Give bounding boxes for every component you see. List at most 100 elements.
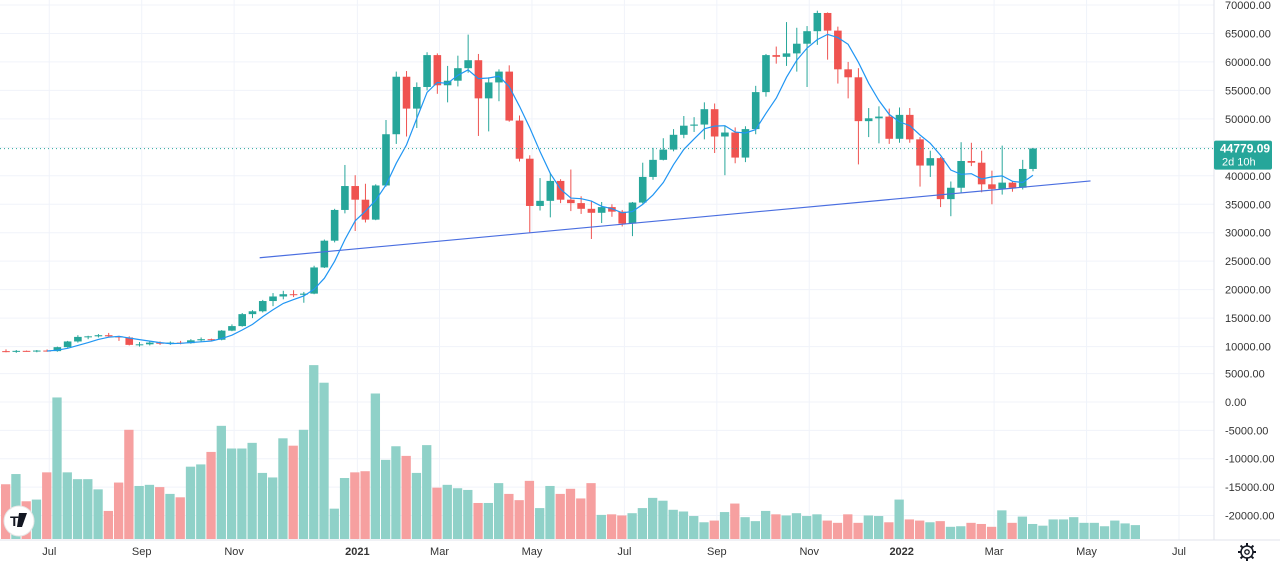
volume-bar — [791, 513, 802, 539]
volume-bar — [504, 493, 514, 539]
volume-bar — [134, 485, 144, 539]
svg-text:T: T — [10, 513, 19, 529]
volume-bar — [350, 472, 360, 539]
candle — [731, 127, 739, 164]
volume-bar — [699, 522, 709, 539]
price-tick-label: 50000.00 — [1225, 114, 1271, 126]
tradingview-logo-icon[interactable]: T — [3, 505, 35, 537]
candle — [300, 291, 308, 303]
candle — [649, 147, 657, 180]
volume-bar — [124, 429, 134, 539]
candle — [977, 150, 986, 193]
candle — [659, 138, 668, 161]
time-tick-label: Nov — [799, 546, 819, 558]
candle — [484, 77, 493, 132]
candle — [33, 349, 41, 353]
candle — [361, 183, 370, 223]
candle — [967, 142, 976, 167]
candle — [258, 299, 267, 313]
candle — [700, 102, 709, 140]
volume-bar — [1007, 522, 1017, 539]
candle — [834, 26, 842, 84]
candle — [382, 119, 390, 187]
volume-bar — [226, 448, 237, 539]
volume-bar — [278, 438, 288, 539]
volume-bar — [1099, 526, 1110, 539]
volume-bar — [288, 445, 298, 539]
price-tick-label: 0.00 — [1225, 397, 1246, 409]
volume-bar — [268, 477, 278, 539]
volume-bar — [257, 472, 268, 539]
candle — [947, 181, 955, 217]
volume-bar — [555, 493, 565, 539]
candle — [710, 103, 719, 154]
volume-bar — [802, 516, 812, 539]
candle — [864, 108, 873, 138]
volume-bar — [206, 451, 216, 539]
volume-bar — [956, 526, 966, 539]
candle — [567, 169, 575, 212]
volume-bar — [1089, 522, 1099, 539]
volume-bar — [1069, 517, 1079, 539]
candle — [546, 172, 555, 218]
volume-bar — [760, 510, 771, 539]
time-axis-ticks: Jul Sep Nov 2021 Mar May Jul Sep Nov 2022 Mar May Ju… — [42, 546, 1186, 558]
trend-line[interactable] — [259, 180, 1091, 259]
candle — [402, 71, 411, 137]
candle — [690, 117, 698, 132]
candle — [22, 350, 31, 352]
candle — [762, 53, 770, 97]
volume-bar — [1130, 525, 1140, 539]
price-tick-label: 10000.00 — [1225, 342, 1271, 354]
volume-bar — [1048, 519, 1058, 539]
candle — [279, 290, 288, 300]
volume-bar — [750, 521, 761, 539]
volume-bar — [648, 497, 658, 539]
volume-bar — [1028, 523, 1038, 539]
candle — [289, 290, 298, 298]
volume-bar — [360, 471, 370, 539]
time-tick-label: Jul — [617, 546, 631, 558]
candle — [197, 337, 205, 342]
candle — [248, 310, 257, 319]
volume-bar — [986, 526, 997, 539]
volume-bar — [237, 448, 247, 539]
volume-bar — [617, 515, 627, 539]
volume-bar — [658, 500, 668, 539]
price-axis[interactable] — [1214, 0, 1280, 540]
time-tick-label: 2021 — [345, 546, 369, 558]
candle — [238, 312, 247, 327]
candle — [228, 324, 236, 332]
volume-bar — [873, 516, 884, 539]
candle — [12, 349, 21, 353]
volume-bar — [93, 489, 103, 539]
candle — [844, 61, 852, 99]
candle — [84, 335, 92, 340]
volume-bar — [144, 484, 155, 539]
candle — [423, 52, 431, 91]
volume-bar — [535, 508, 545, 539]
candle — [320, 239, 329, 269]
price-tick-label: 15000.00 — [1225, 313, 1271, 325]
volume-bar — [175, 497, 185, 539]
volume-bar — [155, 487, 165, 539]
volume-bar — [401, 455, 411, 539]
candle — [792, 27, 801, 72]
time-tick-label: May — [1076, 546, 1097, 558]
grid — [0, 0, 1214, 540]
candle — [608, 204, 616, 217]
settings-gear-icon[interactable] — [1238, 543, 1256, 561]
candle — [854, 68, 863, 165]
volume-bar — [473, 502, 483, 539]
candle — [392, 71, 401, 144]
volume-bar — [216, 425, 226, 539]
volume-bar — [72, 479, 83, 539]
volume-bar — [637, 508, 648, 539]
candle — [587, 201, 596, 239]
candle — [505, 65, 514, 122]
last-price-label: 44779.09 — [1220, 142, 1270, 156]
candle — [2, 349, 10, 353]
time-tick-label: Sep — [132, 546, 152, 558]
time-tick-label: May — [522, 546, 543, 558]
